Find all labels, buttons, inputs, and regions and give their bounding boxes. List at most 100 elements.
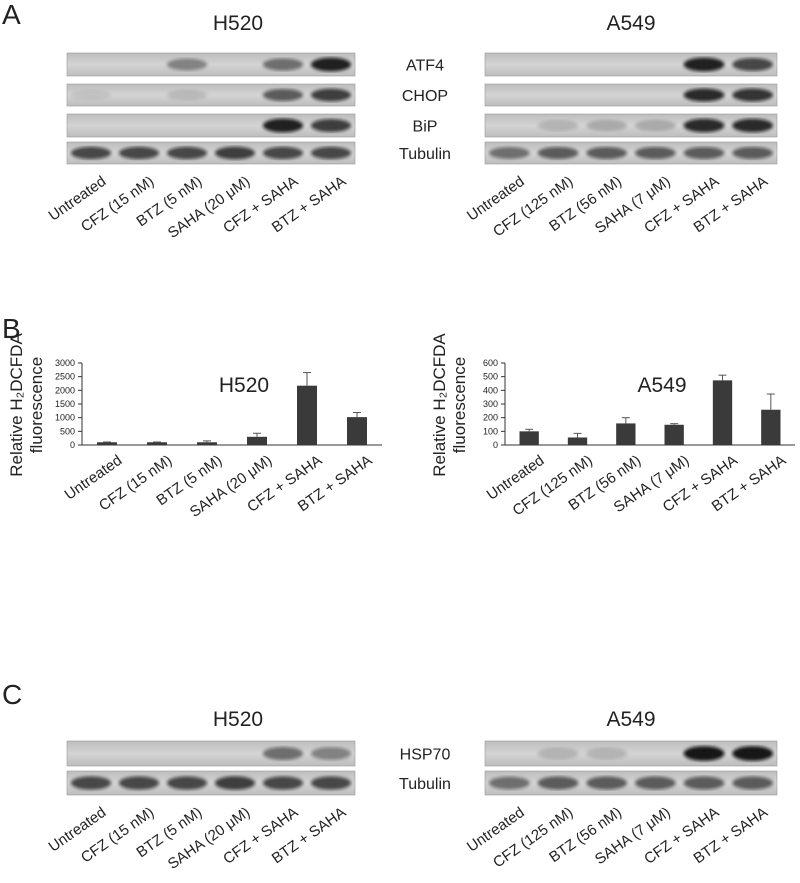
protein-label: HSP70: [400, 747, 451, 764]
error-bar: [621, 417, 630, 424]
y-tick-label: 300: [483, 399, 498, 409]
blot-band: [310, 776, 352, 790]
y-tick-label: 2500: [55, 372, 75, 382]
bar: [567, 437, 588, 445]
y-axis-label: fluorescence: [27, 357, 46, 453]
error-bar: [670, 423, 679, 425]
blot-band: [310, 747, 352, 760]
y-axis-label: Relative H₂DCFDA: [430, 333, 449, 477]
protein-label: ATF4: [406, 58, 444, 75]
blot-band: [586, 146, 628, 160]
cell-line-title: H520: [213, 12, 263, 35]
blot-band: [634, 120, 676, 131]
protein-label: Tubulin: [399, 776, 451, 793]
bar: [519, 431, 539, 445]
blot-band: [683, 776, 725, 790]
blot-band: [634, 146, 676, 160]
bar: [712, 380, 733, 445]
chart-title: H520: [219, 374, 269, 397]
blot-strip: [66, 770, 356, 796]
blot-band: [537, 747, 579, 760]
blot-band: [634, 776, 676, 790]
y-tick-label: 0: [493, 440, 498, 450]
bar: [761, 409, 781, 445]
y-tick-label: 500: [483, 372, 498, 382]
blot-band: [537, 776, 579, 790]
lane-label: SAHA (20 μM): [165, 804, 254, 873]
bar: [616, 423, 636, 445]
blot-band: [683, 746, 725, 761]
bar: [97, 442, 117, 445]
blot-band: [70, 776, 112, 790]
error-bar: [303, 372, 311, 386]
error-bar: [353, 411, 361, 418]
blot-band: [166, 146, 208, 160]
blot-band: [70, 90, 112, 100]
blot-band: [732, 776, 774, 790]
blot-band: [683, 88, 725, 102]
y-tick-label: 600: [483, 358, 498, 368]
chart-title: A549: [637, 374, 686, 397]
blot-band: [586, 776, 628, 790]
panel-label: B: [2, 313, 21, 344]
blot-band: [732, 118, 774, 133]
blot-band: [70, 146, 112, 160]
error-bar: [203, 440, 211, 443]
blot-band: [262, 146, 304, 160]
blot-band: [683, 57, 725, 72]
y-tick-label: 0: [70, 440, 75, 450]
bar: [297, 385, 317, 445]
blot-band: [262, 58, 304, 71]
panel-label: A: [2, 0, 21, 30]
blot-strip: [484, 770, 778, 796]
lane-label: SAHA (20 μM): [165, 173, 254, 242]
y-tick-label: 2000: [55, 385, 75, 395]
y-axis-label: Relative H₂DCFDA: [7, 333, 26, 477]
blot-band: [166, 776, 208, 790]
error-bar: [573, 432, 582, 438]
panel-label: C: [2, 679, 22, 710]
error-bar: [766, 393, 775, 410]
blot-band: [683, 146, 725, 160]
bar: [247, 436, 267, 445]
blot-strip: [484, 740, 778, 767]
bar: [347, 417, 367, 445]
error-bar: [253, 432, 261, 437]
blot-band: [262, 776, 304, 790]
blot-band: [537, 120, 579, 131]
blot-band: [732, 58, 774, 71]
blot-band: [310, 57, 352, 72]
cell-line-title: H520: [213, 708, 263, 731]
y-tick-label: 500: [60, 426, 75, 436]
error-bar: [718, 374, 727, 381]
blot-band: [732, 88, 774, 102]
blot-band: [166, 58, 208, 71]
blot-band: [586, 120, 628, 131]
protein-label: BiP: [413, 119, 438, 136]
y-axis-label: fluorescence: [450, 357, 469, 453]
blot-band: [118, 146, 160, 160]
blot-band: [310, 88, 352, 102]
blot-band: [310, 118, 352, 133]
bar: [664, 424, 684, 445]
y-tick-label: 200: [483, 413, 498, 423]
blot-band: [214, 776, 256, 790]
blot-band: [262, 747, 304, 760]
y-tick-label: 3000: [55, 358, 75, 368]
blot-band: [732, 746, 774, 761]
blot-band: [488, 147, 530, 159]
blot-band: [732, 146, 774, 160]
bar: [147, 442, 167, 445]
blot-band: [262, 118, 304, 133]
blot-band: [262, 88, 304, 102]
blot-band: [118, 776, 160, 790]
blot-band: [537, 146, 579, 160]
blot-band: [214, 146, 256, 160]
blot-band: [683, 118, 725, 133]
blot-band: [310, 146, 352, 160]
y-tick-label: 100: [483, 426, 498, 436]
blot-band: [488, 776, 530, 790]
y-tick-label: 1500: [55, 399, 75, 409]
blot-band: [166, 89, 208, 101]
